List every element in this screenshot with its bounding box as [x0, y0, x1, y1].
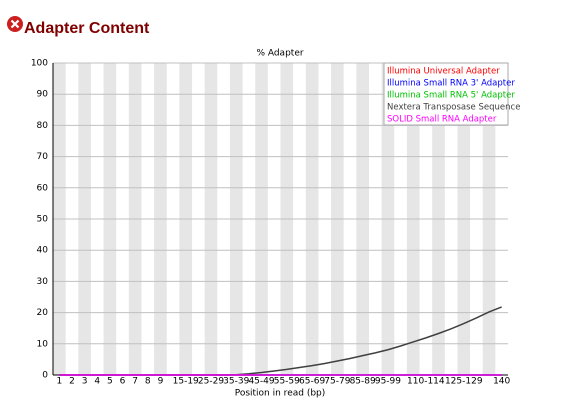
- x-tick-label: 9: [158, 377, 164, 387]
- y-tick-label: 40: [37, 246, 49, 256]
- y-tick-label: 80: [37, 121, 49, 131]
- y-tick-label: 90: [37, 90, 49, 100]
- x-tick-label: 75-79: [324, 377, 350, 387]
- x-tick-label: 125-129: [445, 377, 483, 387]
- x-tick-label: 85-89: [350, 377, 376, 387]
- x-tick-label: 110-114: [407, 377, 445, 387]
- y-tick-label: 50: [37, 215, 49, 225]
- x-tick-label: 15-19: [173, 377, 199, 387]
- x-tick-label: 3: [82, 377, 88, 387]
- x-tick-label: 8: [145, 377, 151, 387]
- legend-entry: Illumina Small RNA 5' Adapter: [387, 91, 515, 101]
- y-tick-label: 30: [37, 277, 49, 287]
- y-tick-label: 20: [37, 308, 49, 318]
- x-tick-label: 5: [107, 377, 113, 387]
- chart-title: % Adapter: [256, 49, 303, 59]
- x-axis-label: Position in read (bp): [235, 389, 326, 399]
- y-tick-label: 100: [31, 59, 48, 69]
- x-tick-label: 65-69: [299, 377, 325, 387]
- x-tick-label: 4: [94, 377, 100, 387]
- x-tick-label: 55-59: [274, 377, 300, 387]
- x-tick-label: 25-29: [198, 377, 224, 387]
- x-tick-label: 6: [120, 377, 126, 387]
- y-tick-label: 70: [37, 152, 49, 162]
- x-tick-label: 95-99: [375, 377, 401, 387]
- y-tick-label: 10: [37, 339, 49, 349]
- x-tick-label: 140: [493, 377, 510, 387]
- legend-entry: SOLID Small RNA Adapter: [387, 115, 497, 125]
- legend-entry: Illumina Universal Adapter: [387, 67, 500, 77]
- legend-entry: Illumina Small RNA 3' Adapter: [387, 79, 515, 89]
- x-tick-label: 2: [69, 377, 75, 387]
- y-tick-label: 0: [42, 371, 48, 381]
- y-tick-label: 60: [37, 183, 49, 193]
- x-tick-label: 1: [56, 377, 62, 387]
- x-tick-label: 7: [132, 377, 138, 387]
- page-title: Adapter Content: [24, 20, 150, 37]
- x-tick-label: 35-39: [223, 377, 249, 387]
- x-tick-label: 45-49: [248, 377, 274, 387]
- legend-entry: Nextera Transposase Sequence: [387, 103, 520, 113]
- error-icon-cross: [10, 19, 20, 29]
- legend-box: [383, 62, 509, 126]
